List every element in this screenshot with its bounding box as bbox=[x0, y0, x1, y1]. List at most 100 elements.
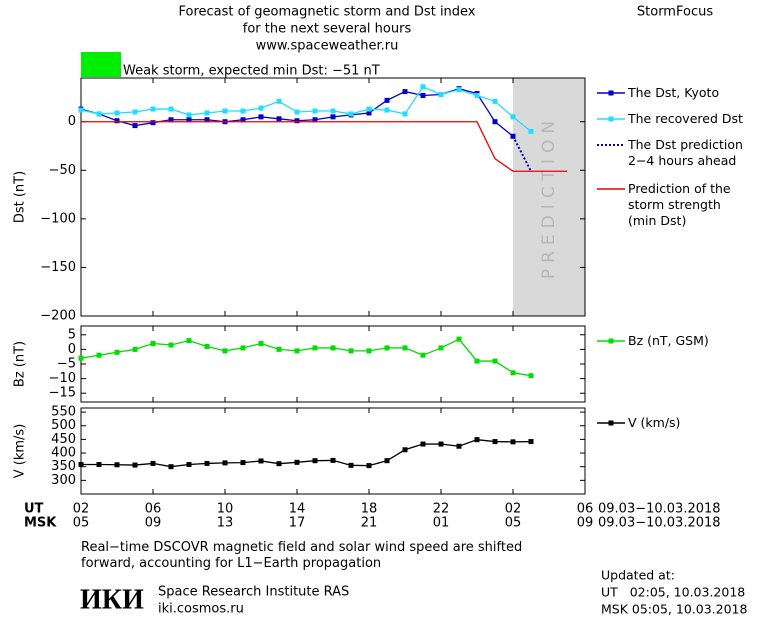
date-range: 09.03−10.03.2018 bbox=[598, 516, 721, 531]
brand: StormFocus bbox=[637, 5, 713, 20]
legend-entry: Bz (nT, GSM) bbox=[628, 333, 709, 348]
prediction-label: PREDICTION bbox=[539, 115, 559, 279]
data-point bbox=[276, 346, 282, 352]
data-point bbox=[438, 92, 444, 98]
data-point bbox=[366, 110, 372, 116]
data-point bbox=[330, 457, 336, 463]
data-point bbox=[186, 338, 192, 344]
data-point bbox=[96, 352, 102, 358]
data-point bbox=[492, 98, 498, 104]
storm-label: Weak storm, expected min Dst: −51 nT bbox=[123, 64, 380, 79]
data-point bbox=[348, 348, 354, 354]
data-point bbox=[492, 119, 498, 125]
updated-ut: UT 02:05, 10.03.2018 bbox=[601, 585, 745, 600]
y-axis-label: V (km/s) bbox=[13, 424, 28, 479]
data-point bbox=[420, 92, 426, 98]
data-point bbox=[348, 462, 354, 468]
data-point bbox=[366, 463, 372, 469]
data-point bbox=[204, 343, 210, 349]
data-point bbox=[276, 98, 282, 104]
data-point bbox=[402, 345, 408, 351]
y-tick-label: 400 bbox=[51, 446, 76, 461]
data-point bbox=[168, 342, 174, 348]
data-point bbox=[240, 460, 246, 466]
series-line bbox=[80, 338, 532, 377]
plot-frame bbox=[80, 325, 586, 403]
legend-entry: The Dst prediction 2−4 hours ahead bbox=[628, 137, 743, 168]
data-point bbox=[384, 458, 390, 464]
data-point bbox=[348, 111, 354, 117]
data-point bbox=[312, 458, 318, 464]
data-point bbox=[492, 358, 498, 364]
data-point bbox=[438, 441, 444, 447]
data-point bbox=[186, 462, 192, 468]
data-point bbox=[294, 118, 300, 124]
x-tick-label-msk: 21 bbox=[361, 516, 378, 531]
y-tick-label: −150 bbox=[40, 260, 76, 275]
x-tick-label-ut: 14 bbox=[289, 502, 306, 517]
x-tick-label-ut: 18 bbox=[361, 502, 378, 517]
data-point bbox=[294, 109, 300, 115]
url: iki.cosmos.ru bbox=[158, 602, 244, 617]
data-point bbox=[204, 117, 210, 123]
data-point bbox=[222, 348, 228, 354]
data-point bbox=[294, 348, 300, 354]
data-point bbox=[366, 106, 372, 112]
data-point bbox=[294, 459, 300, 465]
data-point bbox=[510, 370, 516, 376]
data-point bbox=[420, 84, 426, 90]
data-point bbox=[276, 461, 282, 467]
y-axis-label: Bz (nT) bbox=[13, 341, 28, 387]
data-point bbox=[78, 355, 84, 361]
y-tick-label: 550 bbox=[51, 405, 76, 420]
data-point bbox=[132, 462, 138, 468]
data-point bbox=[330, 114, 336, 120]
data-point bbox=[258, 341, 264, 347]
data-point bbox=[78, 462, 84, 468]
prediction-band bbox=[513, 78, 585, 316]
data-point bbox=[312, 108, 318, 114]
data-point bbox=[330, 108, 336, 114]
x-tick-label-msk: 09 bbox=[145, 516, 162, 531]
data-point bbox=[474, 437, 480, 443]
x-tick-label-ut: 10 bbox=[217, 502, 234, 517]
x-tick-label-msk: 13 bbox=[217, 516, 234, 531]
y-tick-label: 0 bbox=[68, 342, 76, 357]
data-point bbox=[132, 346, 138, 352]
logo: ИКИ bbox=[80, 584, 144, 615]
plot-frame bbox=[80, 407, 586, 495]
legend-marker bbox=[608, 338, 614, 344]
data-point bbox=[168, 106, 174, 112]
series-line bbox=[81, 121, 567, 172]
data-point bbox=[96, 462, 102, 468]
data-point bbox=[114, 110, 120, 116]
data-point bbox=[240, 108, 246, 114]
data-point bbox=[204, 110, 210, 116]
data-point bbox=[510, 439, 516, 445]
y-tick-label: −5 bbox=[57, 357, 76, 372]
x-tick-label-msk: 05 bbox=[505, 516, 522, 531]
legend-marker bbox=[608, 90, 614, 96]
ut-label: UT bbox=[24, 502, 44, 517]
data-point bbox=[114, 462, 120, 468]
y-tick-label: −10 bbox=[49, 371, 76, 386]
data-point bbox=[384, 97, 390, 103]
data-point bbox=[402, 447, 408, 453]
x-tick-label-msk: 05 bbox=[73, 516, 90, 531]
y-tick-label: −200 bbox=[40, 309, 76, 324]
legend-entry: The Dst, Kyoto bbox=[628, 85, 720, 100]
legend-entry: The recovered Dst bbox=[628, 111, 743, 126]
data-point bbox=[492, 439, 498, 445]
subtitle: for the next several hours bbox=[243, 22, 412, 37]
y-tick-label: 450 bbox=[51, 432, 76, 447]
title: Forecast of geomagnetic storm and Dst in… bbox=[178, 5, 475, 20]
data-point bbox=[132, 123, 138, 129]
x-tick-label-ut: 06 bbox=[577, 502, 594, 517]
data-point bbox=[330, 345, 336, 351]
data-point bbox=[114, 118, 120, 124]
x-tick-label-ut: 02 bbox=[505, 502, 522, 517]
data-point bbox=[438, 345, 444, 351]
data-point bbox=[366, 348, 372, 354]
legend-marker bbox=[608, 420, 614, 426]
data-point bbox=[420, 441, 426, 447]
